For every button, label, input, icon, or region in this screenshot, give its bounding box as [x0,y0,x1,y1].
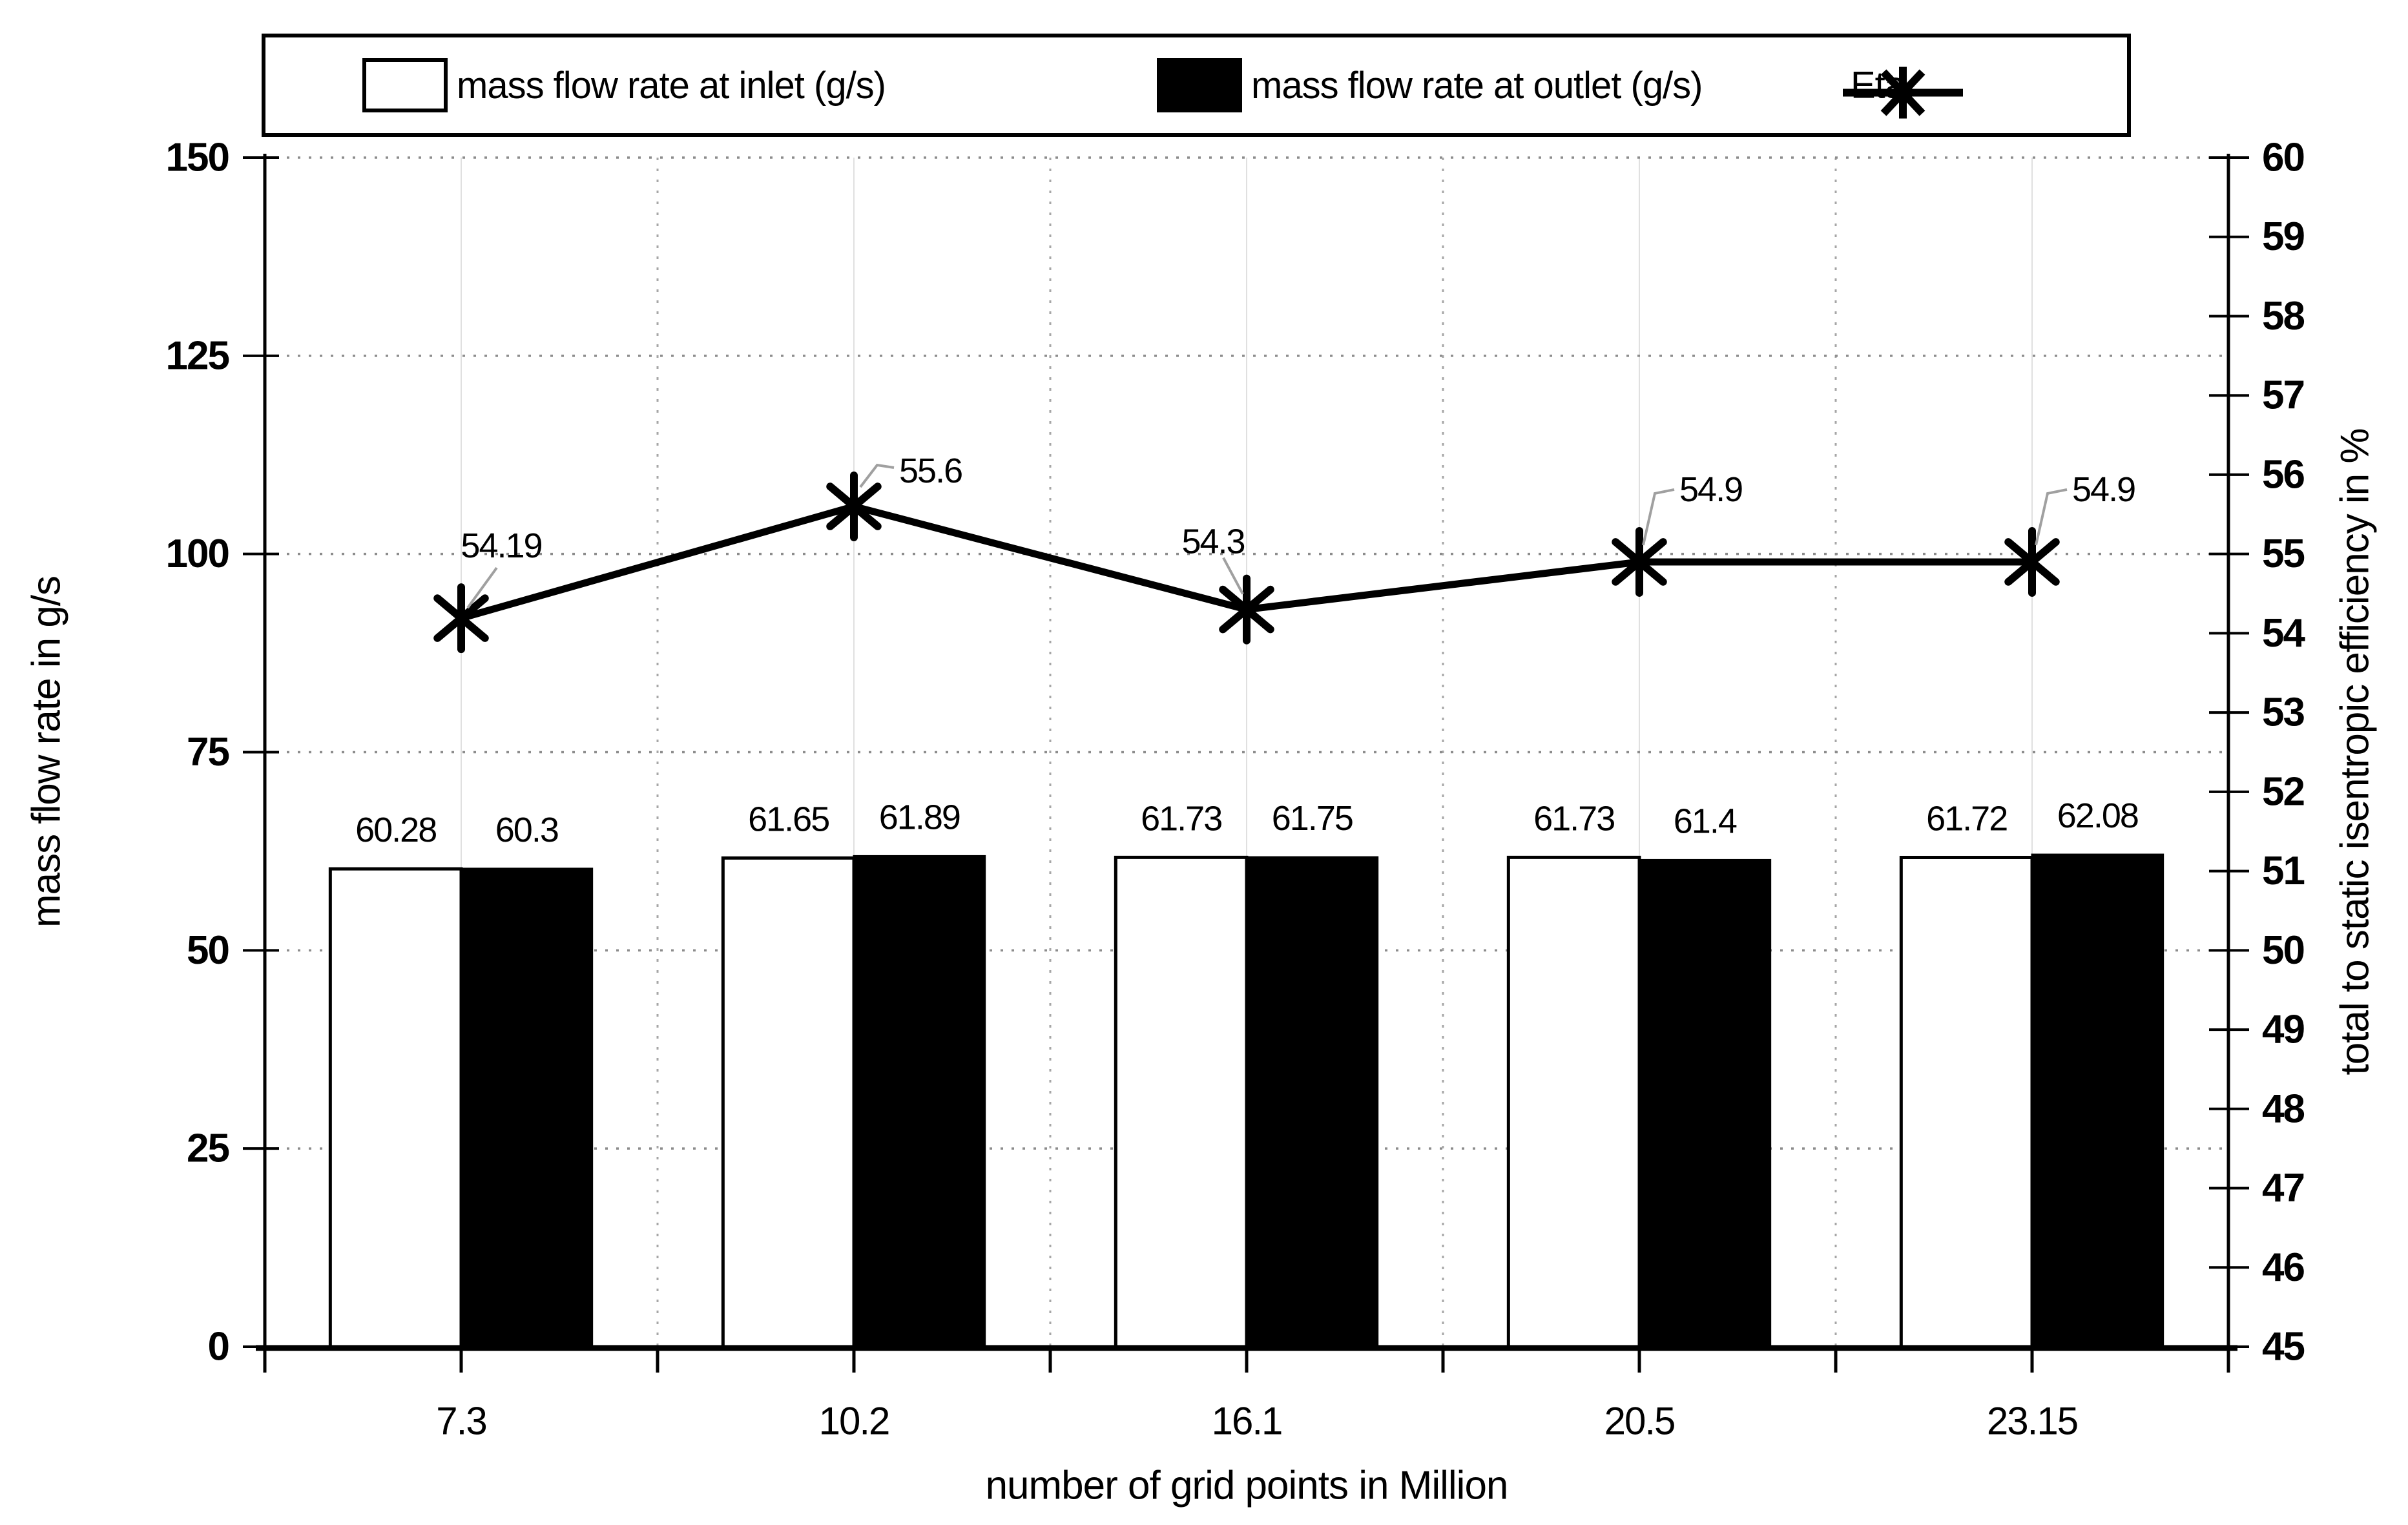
bar-label-outlet: 61.75 [1272,799,1353,838]
bar-label-inlet: 61.65 [748,800,829,838]
x-axis-category-label: 23.15 [1987,1400,2077,1443]
bar-inlet [1899,855,2034,1349]
x-axis-title: number of grid points in Million [985,1463,1509,1508]
bar-label-outlet: 60.3 [495,811,558,849]
x-axis-category-label: 16.1 [1212,1400,1282,1443]
bar-label-outlet: 62.08 [2057,796,2138,835]
eta-data-label: 55.6 [899,451,962,490]
eta-marker [433,594,489,642]
white-bar-swatch-icon [362,58,448,112]
bar-inlet [328,867,463,1349]
black-bar-swatch-icon [1157,58,1242,112]
eta-marker [1219,585,1274,634]
bar-inlet [721,856,856,1349]
legend-item-eta: Eta [1842,64,1963,119]
bar-label-inlet: 61.73 [1141,799,1221,838]
bar-inlet [1506,855,1641,1349]
x-axis-category-label: 7.3 [436,1400,486,1443]
right-axis-tick-label: 45 [2262,1325,2304,1369]
left-axis-tick-label: 100 [166,532,229,576]
bar-label-inlet: 60.28 [355,811,436,849]
eta-data-label: 54.3 [1181,523,1244,561]
legend-box: mass flow rate at inlet (g/s) mass flow … [262,34,2131,137]
bar-inlet [1114,855,1249,1349]
right-axis-title: total to static isentropic efficiency in… [2332,428,2378,1075]
right-axis-tick-label: 58 [2262,294,2304,338]
eta-label-leader [1642,488,1675,546]
eta-data-label: 54.19 [461,526,541,565]
right-axis-tick-label: 50 [2262,928,2304,973]
bar-label-outlet: 61.89 [879,798,960,836]
eta-label-leader [1222,557,1244,595]
x-axis-category-label: 20.5 [1604,1400,1675,1443]
bar-outlet [2031,853,2164,1348]
right-axis-tick-label: 49 [2262,1008,2304,1052]
right-axis-tick-label: 60 [2262,136,2304,180]
eta-marker [826,482,882,530]
left-axis-tick-label: 125 [166,333,229,378]
right-axis-tick-label: 52 [2262,769,2304,814]
bar-label-inlet: 61.72 [1926,799,2007,838]
left-axis-tick-label: 75 [187,730,229,774]
bar-label-outlet: 61.4 [1674,802,1737,840]
eta-marker [1612,538,1667,586]
right-axis-tick-label: 53 [2262,690,2304,735]
eta-label-leader [466,566,498,609]
bar-outlet [1638,858,1772,1348]
right-axis-tick-label: 57 [2262,373,2304,418]
right-axis-tick-label: 47 [2262,1166,2304,1210]
legend-item-inlet: mass flow rate at inlet (g/s) [362,58,886,112]
left-axis-tick-label: 0 [208,1325,229,1369]
right-axis-tick-label: 54 [2262,611,2305,656]
right-axis-tick-label: 59 [2262,214,2304,259]
bar-outlet [460,867,594,1348]
left-axis-tick-label: 150 [166,136,229,180]
left-axis-tick-label: 50 [187,928,229,973]
x-axis-category-label: 10.2 [819,1400,889,1443]
legend-label-inlet: mass flow rate at inlet (g/s) [457,64,886,107]
eta-label-leader [859,463,895,488]
right-axis-tick-label: 48 [2262,1086,2304,1131]
right-axis-tick-label: 56 [2262,452,2304,497]
eta-marker [2004,538,2060,586]
eta-data-label: 54.9 [2072,470,2135,509]
legend-label-outlet: mass flow rate at outlet (g/s) [1251,64,1703,107]
right-axis-tick-label: 55 [2262,532,2304,576]
legend-item-outlet: mass flow rate at outlet (g/s) [1157,58,1703,112]
left-axis-tick-label: 25 [187,1126,229,1171]
bar-label-inlet: 61.73 [1533,799,1614,838]
bar-outlet [1245,856,1379,1348]
left-axis-title: mass flow rate in g/s [24,576,69,928]
right-axis-tick-label: 46 [2262,1245,2304,1290]
eta-label-leader [2035,488,2068,546]
bar-outlet [853,855,986,1348]
eta-data-label: 54.9 [1679,470,1742,509]
right-axis-tick-label: 51 [2262,849,2304,893]
